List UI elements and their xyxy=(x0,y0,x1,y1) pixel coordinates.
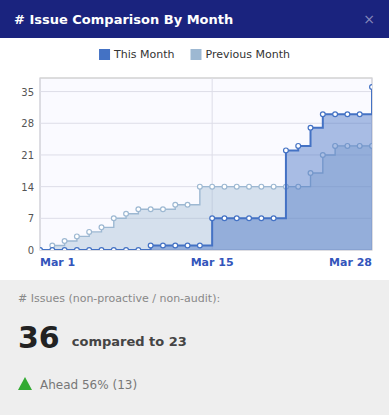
point xyxy=(111,248,116,250)
y-tick-label: 0 xyxy=(28,245,34,256)
point xyxy=(345,112,350,117)
point xyxy=(197,184,202,189)
summary-panel xyxy=(0,280,389,415)
point xyxy=(74,248,79,250)
title: # Issue Comparison By Month xyxy=(14,12,233,27)
point xyxy=(124,211,129,216)
point xyxy=(333,112,338,117)
point xyxy=(136,207,141,212)
point xyxy=(40,248,42,250)
point xyxy=(234,216,239,221)
point xyxy=(308,125,313,130)
legend-swatch xyxy=(190,49,201,60)
point xyxy=(173,243,178,248)
point xyxy=(284,148,289,153)
point xyxy=(111,216,116,221)
point xyxy=(161,207,166,212)
y-tick-label: 28 xyxy=(21,118,34,129)
title-bar xyxy=(0,0,389,38)
x-tick-label: Mar 15 xyxy=(191,256,234,269)
point xyxy=(148,243,153,248)
point xyxy=(87,248,92,250)
point xyxy=(50,248,55,250)
point xyxy=(87,229,92,234)
summary-number: 36 xyxy=(18,320,60,355)
point xyxy=(271,216,276,221)
point xyxy=(296,143,301,148)
point xyxy=(357,112,362,117)
point xyxy=(99,248,104,250)
point xyxy=(259,184,264,189)
point xyxy=(222,184,227,189)
legend-label: This Month xyxy=(113,48,174,61)
point xyxy=(234,184,239,189)
point xyxy=(185,202,190,207)
point xyxy=(210,184,215,189)
point xyxy=(247,184,252,189)
point xyxy=(124,248,129,250)
point xyxy=(197,243,202,248)
point xyxy=(320,112,325,117)
close-glyph: × xyxy=(363,11,375,27)
legend: This Month Previous Month xyxy=(99,48,290,61)
grid-line xyxy=(40,91,372,92)
series-area xyxy=(40,87,372,250)
point xyxy=(259,216,264,221)
point xyxy=(247,216,252,221)
legend-swatch xyxy=(99,49,110,60)
point xyxy=(370,85,372,90)
point xyxy=(40,248,42,250)
point xyxy=(173,202,178,207)
series-line xyxy=(40,87,372,250)
summary-ahead: Ahead 56% (13) xyxy=(40,378,137,392)
grid-line xyxy=(40,78,41,250)
point xyxy=(74,234,79,239)
axes: 0 7 14 21 28 35 Mar 1 Mar 15 Mar 28 xyxy=(21,78,372,269)
summary-label: # Issues (non-proactive / non-audit): xyxy=(18,292,220,305)
x-tick-label: Mar 1 xyxy=(40,256,75,269)
point xyxy=(62,248,67,250)
point xyxy=(148,207,153,212)
point xyxy=(161,243,166,248)
point xyxy=(62,239,67,244)
point xyxy=(185,243,190,248)
summary-compared: compared to 23 xyxy=(72,334,187,349)
y-tick-label: 35 xyxy=(21,87,34,98)
point xyxy=(222,216,227,221)
y-tick-label: 21 xyxy=(21,150,34,161)
chart: # Issue Comparison By Month 0 7 14 21 28 35 Mar… xyxy=(0,0,389,415)
point xyxy=(99,225,104,230)
point xyxy=(210,216,215,221)
ahead-arrow xyxy=(18,377,32,390)
y-tick-label: 7 xyxy=(28,213,34,224)
x-tick-label: Mar 28 xyxy=(329,256,372,269)
legend-label: Previous Month xyxy=(205,48,289,61)
y-tick-label: 14 xyxy=(21,182,34,193)
point xyxy=(136,248,141,250)
plot-frame xyxy=(40,78,372,250)
plot-data xyxy=(40,85,372,250)
point xyxy=(271,184,276,189)
